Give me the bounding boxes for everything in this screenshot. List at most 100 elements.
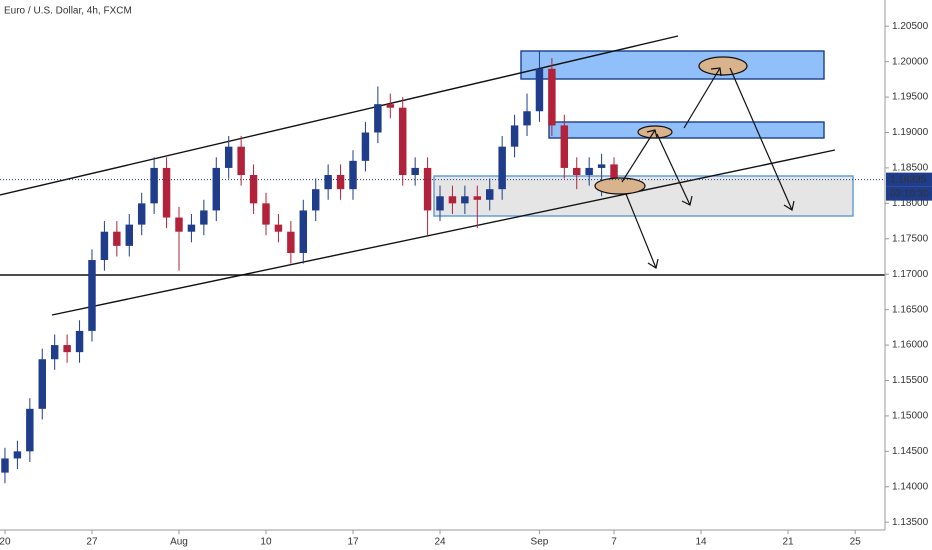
range-zone bbox=[433, 175, 854, 217]
candle-body bbox=[237, 146, 245, 176]
y-tick-label: 1.16500 bbox=[892, 304, 929, 315]
x-tick-label: 17 bbox=[347, 537, 359, 548]
candle-body bbox=[573, 167, 581, 176]
candle-body bbox=[287, 231, 295, 253]
chart-title: Euro / U.S. Dollar, 4h, FXCM bbox=[4, 6, 132, 17]
arrowhead bbox=[646, 129, 658, 139]
candle-body bbox=[75, 330, 84, 353]
x-tick-label: Aug bbox=[170, 537, 188, 548]
candle-body bbox=[560, 125, 569, 168]
candle-body bbox=[187, 224, 196, 232]
channel-line bbox=[51, 149, 836, 316]
y-tick-label: 1.19000 bbox=[892, 127, 929, 138]
y-tick-label: 1.18000 bbox=[892, 198, 929, 209]
y-tick-label: 1.16000 bbox=[892, 340, 929, 351]
arrow bbox=[621, 129, 656, 183]
candle-body bbox=[13, 451, 22, 459]
countdown-label: 03:10:30 bbox=[890, 188, 929, 199]
x-tick-label: 7 bbox=[611, 537, 617, 548]
y-tick-label: 1.19500 bbox=[892, 92, 929, 103]
channel-line bbox=[0, 35, 679, 196]
x-tick-label: Sep bbox=[531, 537, 549, 548]
y-tick-label: 1.14500 bbox=[892, 446, 929, 457]
candle-body bbox=[411, 167, 419, 176]
candle-body bbox=[386, 104, 395, 108]
candle-body bbox=[274, 224, 283, 232]
candle-body bbox=[486, 189, 494, 200]
x-tick-label: 27 bbox=[86, 537, 98, 548]
x-tick-label: 10 bbox=[260, 537, 272, 548]
candle-body bbox=[423, 167, 432, 211]
annotations bbox=[594, 56, 795, 269]
countdown-box bbox=[886, 186, 932, 201]
candle-body bbox=[548, 68, 556, 126]
candle-body bbox=[398, 107, 407, 176]
x-tick-label: 24 bbox=[434, 537, 446, 548]
candle-body bbox=[473, 196, 482, 200]
candle-body bbox=[137, 203, 146, 225]
arrow bbox=[656, 133, 691, 206]
candle-body bbox=[38, 359, 46, 409]
candle-body bbox=[498, 146, 506, 190]
candle-body bbox=[150, 167, 158, 204]
y-tick-label: 1.15000 bbox=[892, 411, 929, 422]
candle-body bbox=[535, 68, 544, 112]
y-tick-label: 1.17500 bbox=[892, 233, 929, 244]
candle-body bbox=[50, 345, 59, 360]
drawings bbox=[0, 35, 885, 316]
candle-body bbox=[26, 408, 34, 452]
candle-body bbox=[63, 345, 71, 353]
candle-body bbox=[349, 160, 357, 190]
supply-zone bbox=[520, 50, 825, 80]
y-tick-label: 1.20000 bbox=[892, 56, 929, 67]
arrow bbox=[729, 67, 793, 211]
candle-body bbox=[299, 210, 308, 253]
candle-body bbox=[162, 167, 171, 218]
candle-body bbox=[324, 175, 332, 190]
candle-body bbox=[262, 203, 270, 225]
ellipse bbox=[698, 56, 748, 76]
x-tick-label: 14 bbox=[695, 537, 707, 548]
arrow bbox=[625, 193, 657, 269]
last-price-box bbox=[886, 172, 932, 187]
candle-body bbox=[212, 167, 221, 211]
x-tick-label: 25 bbox=[850, 537, 862, 548]
y-tick-label: 1.18500 bbox=[892, 163, 929, 174]
arrow bbox=[683, 67, 721, 129]
candle-body bbox=[88, 260, 96, 331]
candle-body bbox=[311, 189, 320, 211]
arrowhead bbox=[783, 200, 795, 211]
candle-body bbox=[113, 231, 121, 246]
candle-body bbox=[224, 146, 233, 168]
candle-body bbox=[610, 164, 618, 180]
candle-body bbox=[374, 104, 382, 133]
candle-body bbox=[436, 196, 444, 211]
y-tick-label: 1.17000 bbox=[892, 269, 929, 280]
y-tick-label: 1.15500 bbox=[892, 375, 929, 386]
candle-body bbox=[249, 175, 258, 204]
last-price-label: 1.18335 bbox=[890, 174, 927, 185]
candle-body bbox=[336, 175, 345, 190]
arrowhead bbox=[681, 195, 693, 206]
x-tick-label: 21 bbox=[782, 537, 794, 548]
y-tick-label: 1.14000 bbox=[892, 481, 929, 492]
y-tick-label: 1.20500 bbox=[892, 21, 929, 32]
arrowhead bbox=[647, 258, 659, 269]
candle-body bbox=[125, 224, 133, 246]
candle-body bbox=[361, 132, 370, 161]
candle-body bbox=[461, 196, 469, 204]
candle-body bbox=[100, 231, 109, 261]
ellipse bbox=[594, 177, 646, 195]
candle-body bbox=[200, 210, 208, 225]
y-tick-label: 1.13500 bbox=[892, 517, 929, 528]
x-tick-label: 20 bbox=[0, 537, 11, 548]
candle-body bbox=[510, 125, 519, 147]
candle-body bbox=[523, 111, 531, 126]
candle-body bbox=[1, 458, 9, 473]
candle-body bbox=[448, 196, 457, 204]
candle-body bbox=[597, 164, 606, 168]
candle-body bbox=[585, 167, 593, 176]
candle-body bbox=[175, 217, 183, 232]
arrowhead bbox=[710, 67, 722, 77]
